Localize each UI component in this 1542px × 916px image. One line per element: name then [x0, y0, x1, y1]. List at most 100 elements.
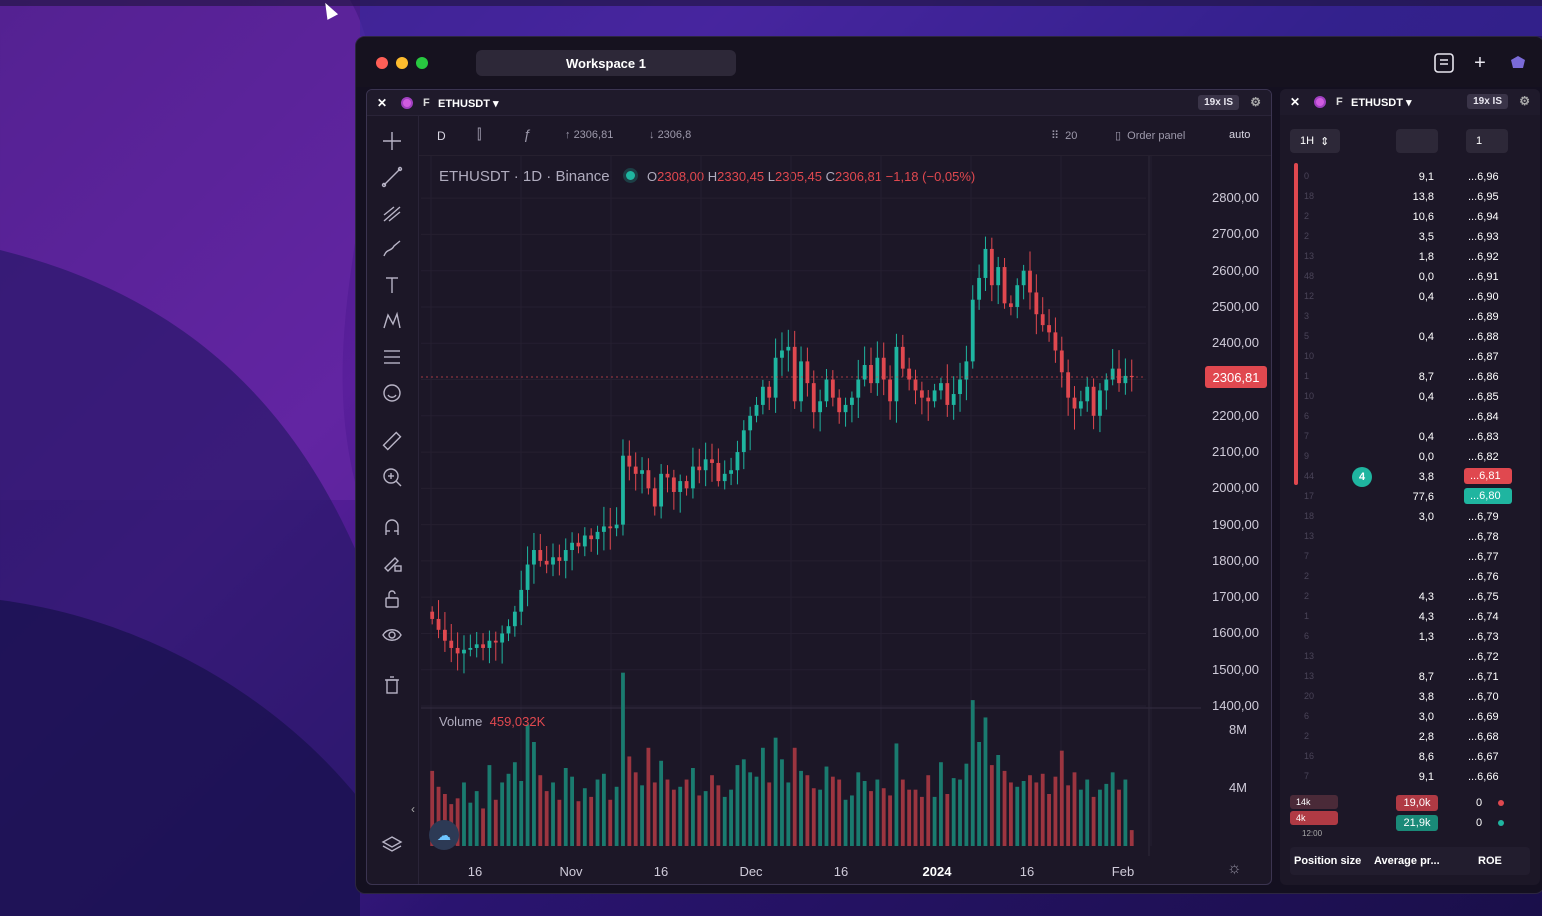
orderbook-row[interactable]: 10 ...6,87	[1280, 347, 1540, 367]
collapse-toolbar-icon[interactable]: ‹	[411, 802, 415, 816]
close-window-button[interactable]	[376, 57, 388, 69]
level-price[interactable]: ...6,66	[1468, 771, 1499, 783]
minimize-window-button[interactable]	[396, 57, 408, 69]
orderbook-row[interactable]: 0 9,1 ...6,96	[1280, 167, 1540, 187]
position-size-header[interactable]: Position size	[1294, 855, 1362, 867]
orderbook-row[interactable]: 13 ...6,72	[1280, 647, 1540, 667]
level-price[interactable]: ...6,71	[1468, 671, 1499, 683]
level-price[interactable]: ...6,91	[1468, 271, 1499, 283]
orderbook-row[interactable]: 2 4,3 ...6,75	[1280, 587, 1540, 607]
orderbook-row[interactable]: 2 10,6 ...6,94	[1280, 207, 1540, 227]
trend-line-icon[interactable]	[379, 164, 405, 190]
brush-icon[interactable]	[379, 236, 405, 262]
level-price[interactable]: ...6,92	[1468, 251, 1499, 263]
orderbook-row[interactable]: 2 ...6,76	[1280, 567, 1540, 587]
cloud-sync-icon[interactable]: ☁	[429, 820, 459, 850]
orderbook-row[interactable]: 44 3,8 ...6,81	[1280, 467, 1540, 487]
fib-tool-icon[interactable]	[379, 200, 405, 226]
book-size-input[interactable]: 1	[1466, 129, 1508, 153]
level-price[interactable]: ...6,90	[1468, 291, 1499, 303]
candle-type-icon[interactable]: ⫿	[477, 126, 482, 142]
book-filter-input[interactable]	[1396, 129, 1438, 153]
symbol-color-dot[interactable]	[401, 97, 413, 109]
orderbook-row[interactable]: 13 1,8 ...6,92	[1280, 247, 1540, 267]
level-price[interactable]: ...6,72	[1468, 651, 1499, 663]
layout-panel-icon[interactable]	[1432, 51, 1456, 75]
orderbook-row[interactable]: 6 1,3 ...6,73	[1280, 627, 1540, 647]
visibility-icon[interactable]	[379, 622, 405, 648]
level-price[interactable]: ...6,94	[1468, 211, 1499, 223]
orderbook-row[interactable]: 3 ...6,89	[1280, 307, 1540, 327]
workspace-tab[interactable]: Workspace 1	[476, 50, 736, 76]
level-price[interactable]: ...6,82	[1468, 451, 1499, 463]
level-price[interactable]: ...6,76	[1468, 571, 1499, 583]
text-tool-icon[interactable]	[379, 272, 405, 298]
orderbook-row[interactable]: 17 77,6 ...6,80	[1280, 487, 1540, 507]
level-price[interactable]: ...6,81	[1464, 468, 1512, 484]
orderbook-row[interactable]: 6 3,0 ...6,69	[1280, 707, 1540, 727]
orderbook-row[interactable]: 6 ...6,84	[1280, 407, 1540, 427]
level-price[interactable]: ...6,77	[1468, 551, 1499, 563]
close-book-icon[interactable]: ✕	[1290, 95, 1301, 109]
cluster-badge[interactable]: 4	[1352, 467, 1372, 487]
level-price[interactable]: ...6,87	[1468, 351, 1499, 363]
level-price[interactable]: ...6,74	[1468, 611, 1499, 623]
level-price[interactable]: ...6,67	[1468, 751, 1499, 763]
level-price[interactable]: ...6,69	[1468, 711, 1499, 723]
orderbook-row[interactable]: 48 0,0 ...6,91	[1280, 267, 1540, 287]
order-panel-toggle[interactable]: ▯ Order panel	[1115, 130, 1186, 142]
orderbook-row[interactable]: 2 3,5 ...6,93	[1280, 227, 1540, 247]
level-price[interactable]: ...6,93	[1468, 231, 1499, 243]
panel-settings-icon[interactable]: ⚙	[1250, 95, 1261, 109]
orderbook-row[interactable]: 18 13,8 ...6,95	[1280, 187, 1540, 207]
book-leverage-badge[interactable]: 19x IS	[1467, 94, 1508, 109]
lock-drawings-icon[interactable]	[379, 550, 405, 576]
orderbook-row[interactable]: 18 3,0 ...6,79	[1280, 507, 1540, 527]
average-price-header[interactable]: Average pr...	[1374, 855, 1440, 867]
leverage-badge[interactable]: 19x IS	[1198, 95, 1239, 110]
prediction-tool-icon[interactable]	[379, 344, 405, 370]
orderbook-row[interactable]: 12 0,4 ...6,90	[1280, 287, 1540, 307]
emoji-icon[interactable]	[379, 380, 405, 406]
level-price[interactable]: ...6,96	[1468, 171, 1499, 183]
orderbook-row[interactable]: 16 8,6 ...6,67	[1280, 747, 1540, 767]
interval-button[interactable]: D	[437, 129, 446, 143]
level-price[interactable]: ...6,88	[1468, 331, 1499, 343]
level-price[interactable]: ...6,79	[1468, 511, 1499, 523]
pattern-tool-icon[interactable]	[379, 308, 405, 334]
book-settings-icon[interactable]: ⚙	[1519, 94, 1530, 108]
level-price[interactable]: ...6,83	[1468, 431, 1499, 443]
close-panel-icon[interactable]: ✕	[377, 96, 388, 110]
price-chart[interactable]	[421, 156, 1201, 856]
level-price[interactable]: ...6,86	[1468, 371, 1499, 383]
level-price[interactable]: ...6,75	[1468, 591, 1499, 603]
level-price[interactable]: ...6,78	[1468, 531, 1499, 543]
level-price[interactable]: ...6,68	[1468, 731, 1499, 743]
level-price[interactable]: ...6,73	[1468, 631, 1499, 643]
maximize-window-button[interactable]	[416, 57, 428, 69]
orderbook-row[interactable]: 13 ...6,78	[1280, 527, 1540, 547]
book-symbol-dot[interactable]	[1314, 96, 1326, 108]
level-price[interactable]: ...6,84	[1468, 411, 1499, 423]
add-panel-icon[interactable]: +	[1474, 51, 1486, 74]
scale-mode[interactable]: auto	[1229, 129, 1251, 141]
symbol-selector[interactable]: ETHUSDT ▾	[438, 98, 499, 110]
roe-header[interactable]: ROE	[1478, 855, 1502, 867]
depth-setting[interactable]: ⠿ 20	[1051, 130, 1078, 142]
orderbook-row[interactable]: 10 0,4 ...6,85	[1280, 387, 1540, 407]
user-avatar-icon[interactable]	[1506, 51, 1530, 75]
orderbook-row[interactable]: 1 4,3 ...6,74	[1280, 607, 1540, 627]
indicators-icon[interactable]: ƒ	[523, 126, 531, 142]
orderbook-row[interactable]: 1 8,7 ...6,86	[1280, 367, 1540, 387]
orderbook-row[interactable]: 7 0,4 ...6,83	[1280, 427, 1540, 447]
chart-settings-icon[interactable]: ☼	[1227, 860, 1242, 877]
level-price[interactable]: ...6,89	[1468, 311, 1499, 323]
zoom-in-icon[interactable]	[379, 464, 405, 490]
ruler-icon[interactable]	[379, 428, 405, 454]
orderbook-row[interactable]: 2 2,8 ...6,68	[1280, 727, 1540, 747]
orderbook-row[interactable]: 9 0,0 ...6,82	[1280, 447, 1540, 467]
magnet-icon[interactable]	[379, 514, 405, 540]
orderbook-row[interactable]: 7 9,1 ...6,66	[1280, 767, 1540, 787]
layers-icon[interactable]	[379, 832, 405, 858]
orderbook-row[interactable]: 7 ...6,77	[1280, 547, 1540, 567]
